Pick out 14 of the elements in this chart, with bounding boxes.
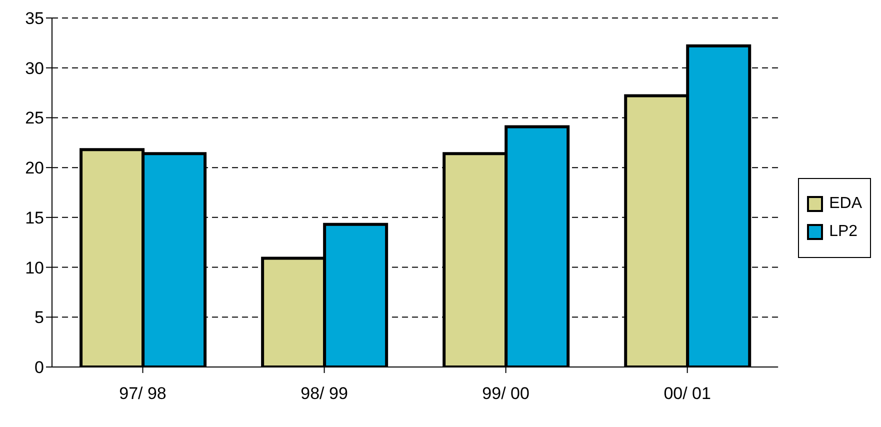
y-tick-label: 20 — [25, 158, 44, 178]
y-tick-label: 25 — [25, 108, 44, 128]
legend-label: LP2 — [829, 222, 858, 240]
x-tick-label: 00/ 01 — [664, 384, 711, 404]
y-tick-label: 30 — [25, 58, 44, 78]
x-tick-label: 99/ 00 — [482, 384, 530, 404]
y-tick-label: 0 — [34, 358, 44, 378]
y-tick-label: 35 — [25, 9, 44, 28]
x-tick-label: 98/ 99 — [300, 384, 348, 404]
legend-label: EDA — [829, 194, 862, 212]
y-tick-label: 5 — [34, 308, 44, 328]
y-tick-label: 10 — [25, 258, 44, 278]
y-tick-label: 15 — [25, 208, 44, 228]
x-tick-label: 97/ 98 — [119, 384, 166, 404]
